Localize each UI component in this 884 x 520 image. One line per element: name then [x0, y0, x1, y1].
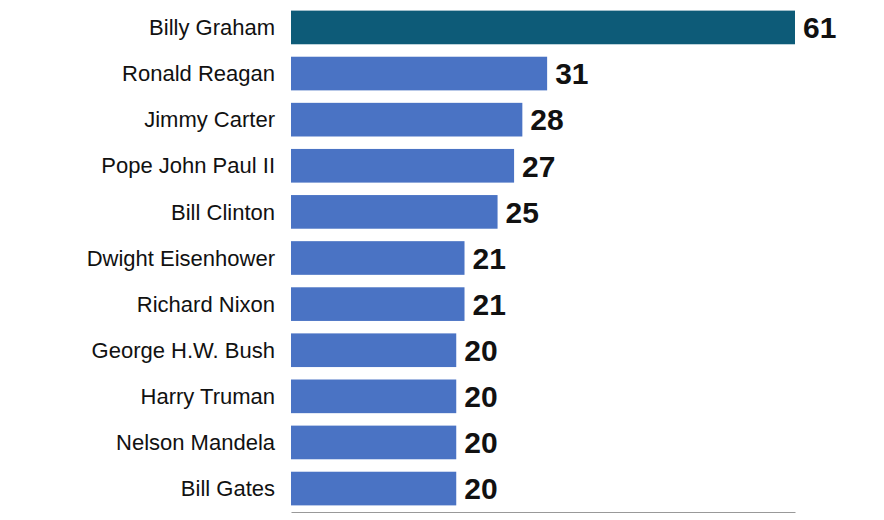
bar [291, 380, 456, 414]
category-label: Pope John Paul II [101, 153, 275, 178]
data-label: 21 [473, 242, 506, 275]
bar [291, 287, 465, 321]
data-label: 20 [464, 472, 497, 505]
bar [291, 11, 795, 45]
data-label: 31 [555, 57, 588, 90]
category-label: Bill Clinton [171, 200, 275, 225]
category-label: Billy Graham [149, 15, 275, 40]
category-label: George H.W. Bush [92, 338, 275, 363]
category-label: Richard Nixon [137, 292, 275, 317]
data-labels: 6131282725212120202020 [464, 11, 836, 505]
axis-line [292, 512, 796, 513]
category-label: Ronald Reagan [122, 61, 275, 86]
category-labels: Billy Graham Ronald Reagan Jimmy Carter Pop… [87, 15, 276, 501]
bars [291, 11, 795, 506]
data-label: 21 [473, 288, 506, 321]
chart: Billy Graham Ronald Reagan Jimmy Carter Pop… [0, 0, 884, 520]
category-label: Nelson Mandela [116, 430, 276, 455]
bar [291, 57, 547, 91]
data-label: 61 [803, 11, 836, 44]
bar [291, 103, 522, 137]
data-label: 20 [464, 334, 497, 367]
bar [291, 426, 456, 460]
category-label: Jimmy Carter [144, 107, 275, 132]
bar [291, 149, 514, 183]
data-label: 27 [522, 150, 555, 183]
bar [291, 195, 498, 229]
category-label: Bill Gates [181, 476, 275, 501]
bar [291, 333, 456, 367]
data-label: 20 [464, 380, 497, 413]
bar [291, 472, 456, 506]
x-axis [292, 512, 796, 513]
category-label: Harry Truman [141, 384, 275, 409]
data-label: 25 [506, 196, 539, 229]
bar [291, 241, 465, 275]
category-label: Dwight Eisenhower [87, 246, 275, 271]
data-label: 20 [464, 426, 497, 459]
data-label: 28 [530, 103, 563, 136]
